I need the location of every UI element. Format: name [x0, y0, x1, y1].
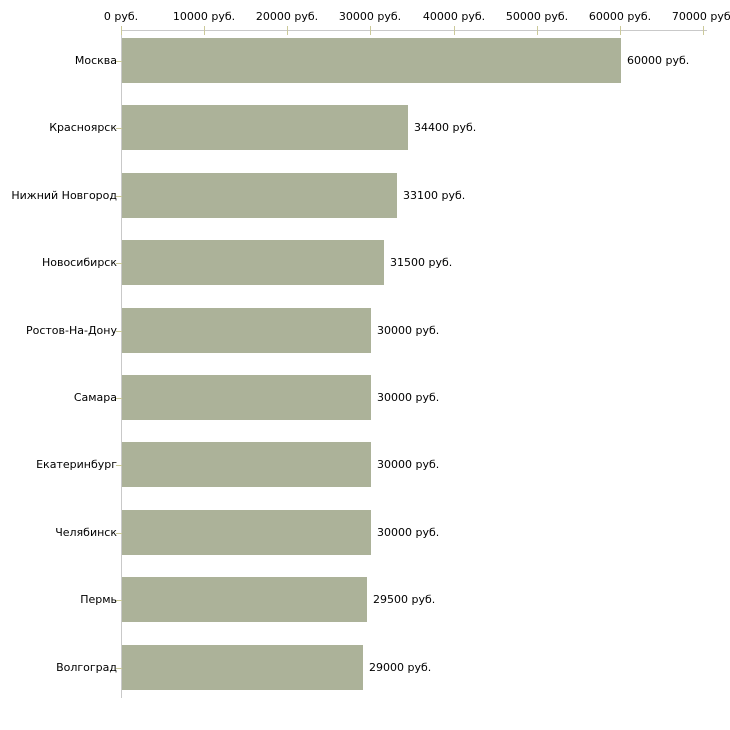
bar — [122, 510, 371, 555]
category-tick-mark — [116, 128, 122, 129]
x-axis-line — [121, 30, 707, 31]
bar — [122, 105, 408, 150]
x-axis-tick-label: 30000 руб. — [338, 10, 402, 23]
category-tick-mark — [116, 398, 122, 399]
value-label: 30000 руб. — [377, 526, 440, 539]
category-tick-mark — [116, 668, 122, 669]
category-tick-mark — [116, 331, 122, 332]
bar — [122, 173, 397, 218]
category-label: Москва — [74, 54, 117, 67]
x-axis-tick-label: 70000 руб. — [671, 10, 730, 23]
value-label: 33100 руб. — [403, 189, 466, 202]
category-tick-mark — [116, 533, 122, 534]
x-axis-tick-label: 40000 руб. — [422, 10, 486, 23]
category-tick-mark — [116, 263, 122, 264]
x-axis-tick-label: 10000 руб. — [172, 10, 236, 23]
value-label: 30000 руб. — [377, 458, 440, 471]
category-label: Красноярск — [49, 121, 117, 134]
x-axis-tick-label: 20000 руб. — [255, 10, 319, 23]
x-axis-tick-label: 0 руб. — [103, 10, 139, 23]
category-label: Самара — [73, 391, 117, 404]
x-axis-tick-mark — [454, 26, 455, 35]
x-axis-tick-label: 50000 руб. — [505, 10, 569, 23]
category-label: Екатеринбург — [36, 458, 117, 471]
value-label: 31500 руб. — [390, 256, 453, 269]
bar — [122, 442, 371, 487]
category-label: Волгоград — [56, 661, 117, 674]
x-axis-tick-mark — [370, 26, 371, 35]
category-label: Новосибирск — [41, 256, 117, 269]
category-label: Нижний Новгород — [11, 189, 117, 202]
category-label: Челябинск — [55, 526, 117, 539]
value-label: 30000 руб. — [377, 391, 440, 404]
value-label: 29500 руб. — [373, 593, 436, 606]
bar — [122, 308, 371, 353]
bar — [122, 375, 371, 420]
bar — [122, 240, 384, 285]
x-axis-tick-mark — [703, 26, 704, 35]
bar — [122, 38, 621, 83]
category-tick-mark — [116, 61, 122, 62]
x-axis-tick-mark — [204, 26, 205, 35]
x-axis-tick-label: 60000 руб. — [588, 10, 652, 23]
value-label: 30000 руб. — [377, 324, 440, 337]
bar — [122, 645, 363, 690]
value-label: 60000 руб. — [627, 54, 690, 67]
category-tick-mark — [116, 600, 122, 601]
category-label: Пермь — [80, 593, 117, 606]
bar — [122, 577, 367, 622]
category-tick-mark — [116, 196, 122, 197]
x-axis-tick-mark — [537, 26, 538, 35]
value-label: 29000 руб. — [369, 661, 432, 674]
x-axis-tick-mark — [287, 26, 288, 35]
x-axis-tick-mark — [620, 26, 621, 35]
y-axis-line — [121, 30, 122, 698]
category-label: Ростов-На-Дону — [25, 324, 117, 337]
x-axis-tick-mark — [121, 26, 122, 35]
category-tick-mark — [116, 465, 122, 466]
value-label: 34400 руб. — [414, 121, 477, 134]
